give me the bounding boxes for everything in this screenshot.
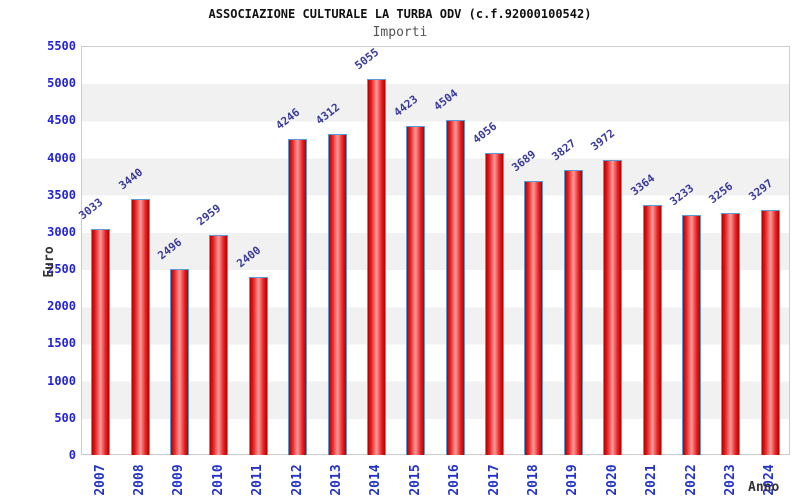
y-tick-label: 500 <box>54 410 76 425</box>
y-tick-label: 3500 <box>47 187 76 202</box>
bar-2016 <box>446 120 465 455</box>
bar-2012 <box>288 139 307 455</box>
chart-title: ASSOCIAZIONE CULTURALE LA TURBA ODV (c.f… <box>208 7 592 21</box>
x-tick-label-2014: 2014 <box>368 464 384 496</box>
x-tick-label-2013: 2013 <box>329 464 345 496</box>
x-tick-label-2011: 2011 <box>250 464 266 496</box>
bar-2013 <box>328 134 347 455</box>
x-tick-label-2018: 2018 <box>525 464 541 496</box>
y-tick-label: 3000 <box>47 224 76 239</box>
bar-2007 <box>91 229 110 455</box>
y-axis-title: Euro <box>42 246 57 278</box>
x-tick-label-2008: 2008 <box>132 464 148 496</box>
bar-2010 <box>209 235 228 455</box>
x-tick-label-2009: 2009 <box>171 464 187 496</box>
bar-2008 <box>131 199 150 455</box>
bar-2024 <box>761 210 780 455</box>
y-tick-label: 5000 <box>47 76 76 91</box>
y-tick-label: 4500 <box>47 113 76 128</box>
bar-2019 <box>564 170 583 455</box>
bar-2017 <box>485 153 504 455</box>
bar-2023 <box>721 213 740 455</box>
x-tick-label-2007: 2007 <box>92 464 108 496</box>
y-tick-label: 4000 <box>47 150 76 165</box>
x-tick-label-2017: 2017 <box>486 464 502 496</box>
x-tick-label-2022: 2022 <box>683 464 699 496</box>
bar-2011 <box>249 277 268 455</box>
bar-2014 <box>367 79 386 455</box>
bar-2020 <box>603 160 622 455</box>
y-tick-label: 1000 <box>47 373 76 388</box>
x-tick-label-2021: 2021 <box>644 464 660 496</box>
bar-2021 <box>643 205 662 455</box>
x-tick-label-2019: 2019 <box>565 464 581 496</box>
plot-area <box>81 46 790 455</box>
bar-2022 <box>682 215 701 455</box>
chart-subtitle: Importi <box>372 25 428 40</box>
y-tick-label: 2000 <box>47 299 76 314</box>
x-tick-label-2010: 2010 <box>210 464 226 496</box>
x-tick-label-2016: 2016 <box>447 464 463 496</box>
y-tick-label: 0 <box>68 448 76 462</box>
x-tick-label-2012: 2012 <box>289 464 305 496</box>
y-tick-label: 2500 <box>47 262 76 277</box>
y-tick-label: 5500 <box>47 39 76 53</box>
bar-2009 <box>170 269 189 455</box>
y-tick-label: 1500 <box>47 336 76 351</box>
bar-2015 <box>406 126 425 455</box>
x-tick-label-2023: 2023 <box>722 464 738 496</box>
x-tick-label-2020: 2020 <box>604 464 620 496</box>
x-tick-label-2015: 2015 <box>407 464 423 496</box>
bar-2018 <box>524 181 543 455</box>
x-axis-title: Anno <box>748 480 780 495</box>
